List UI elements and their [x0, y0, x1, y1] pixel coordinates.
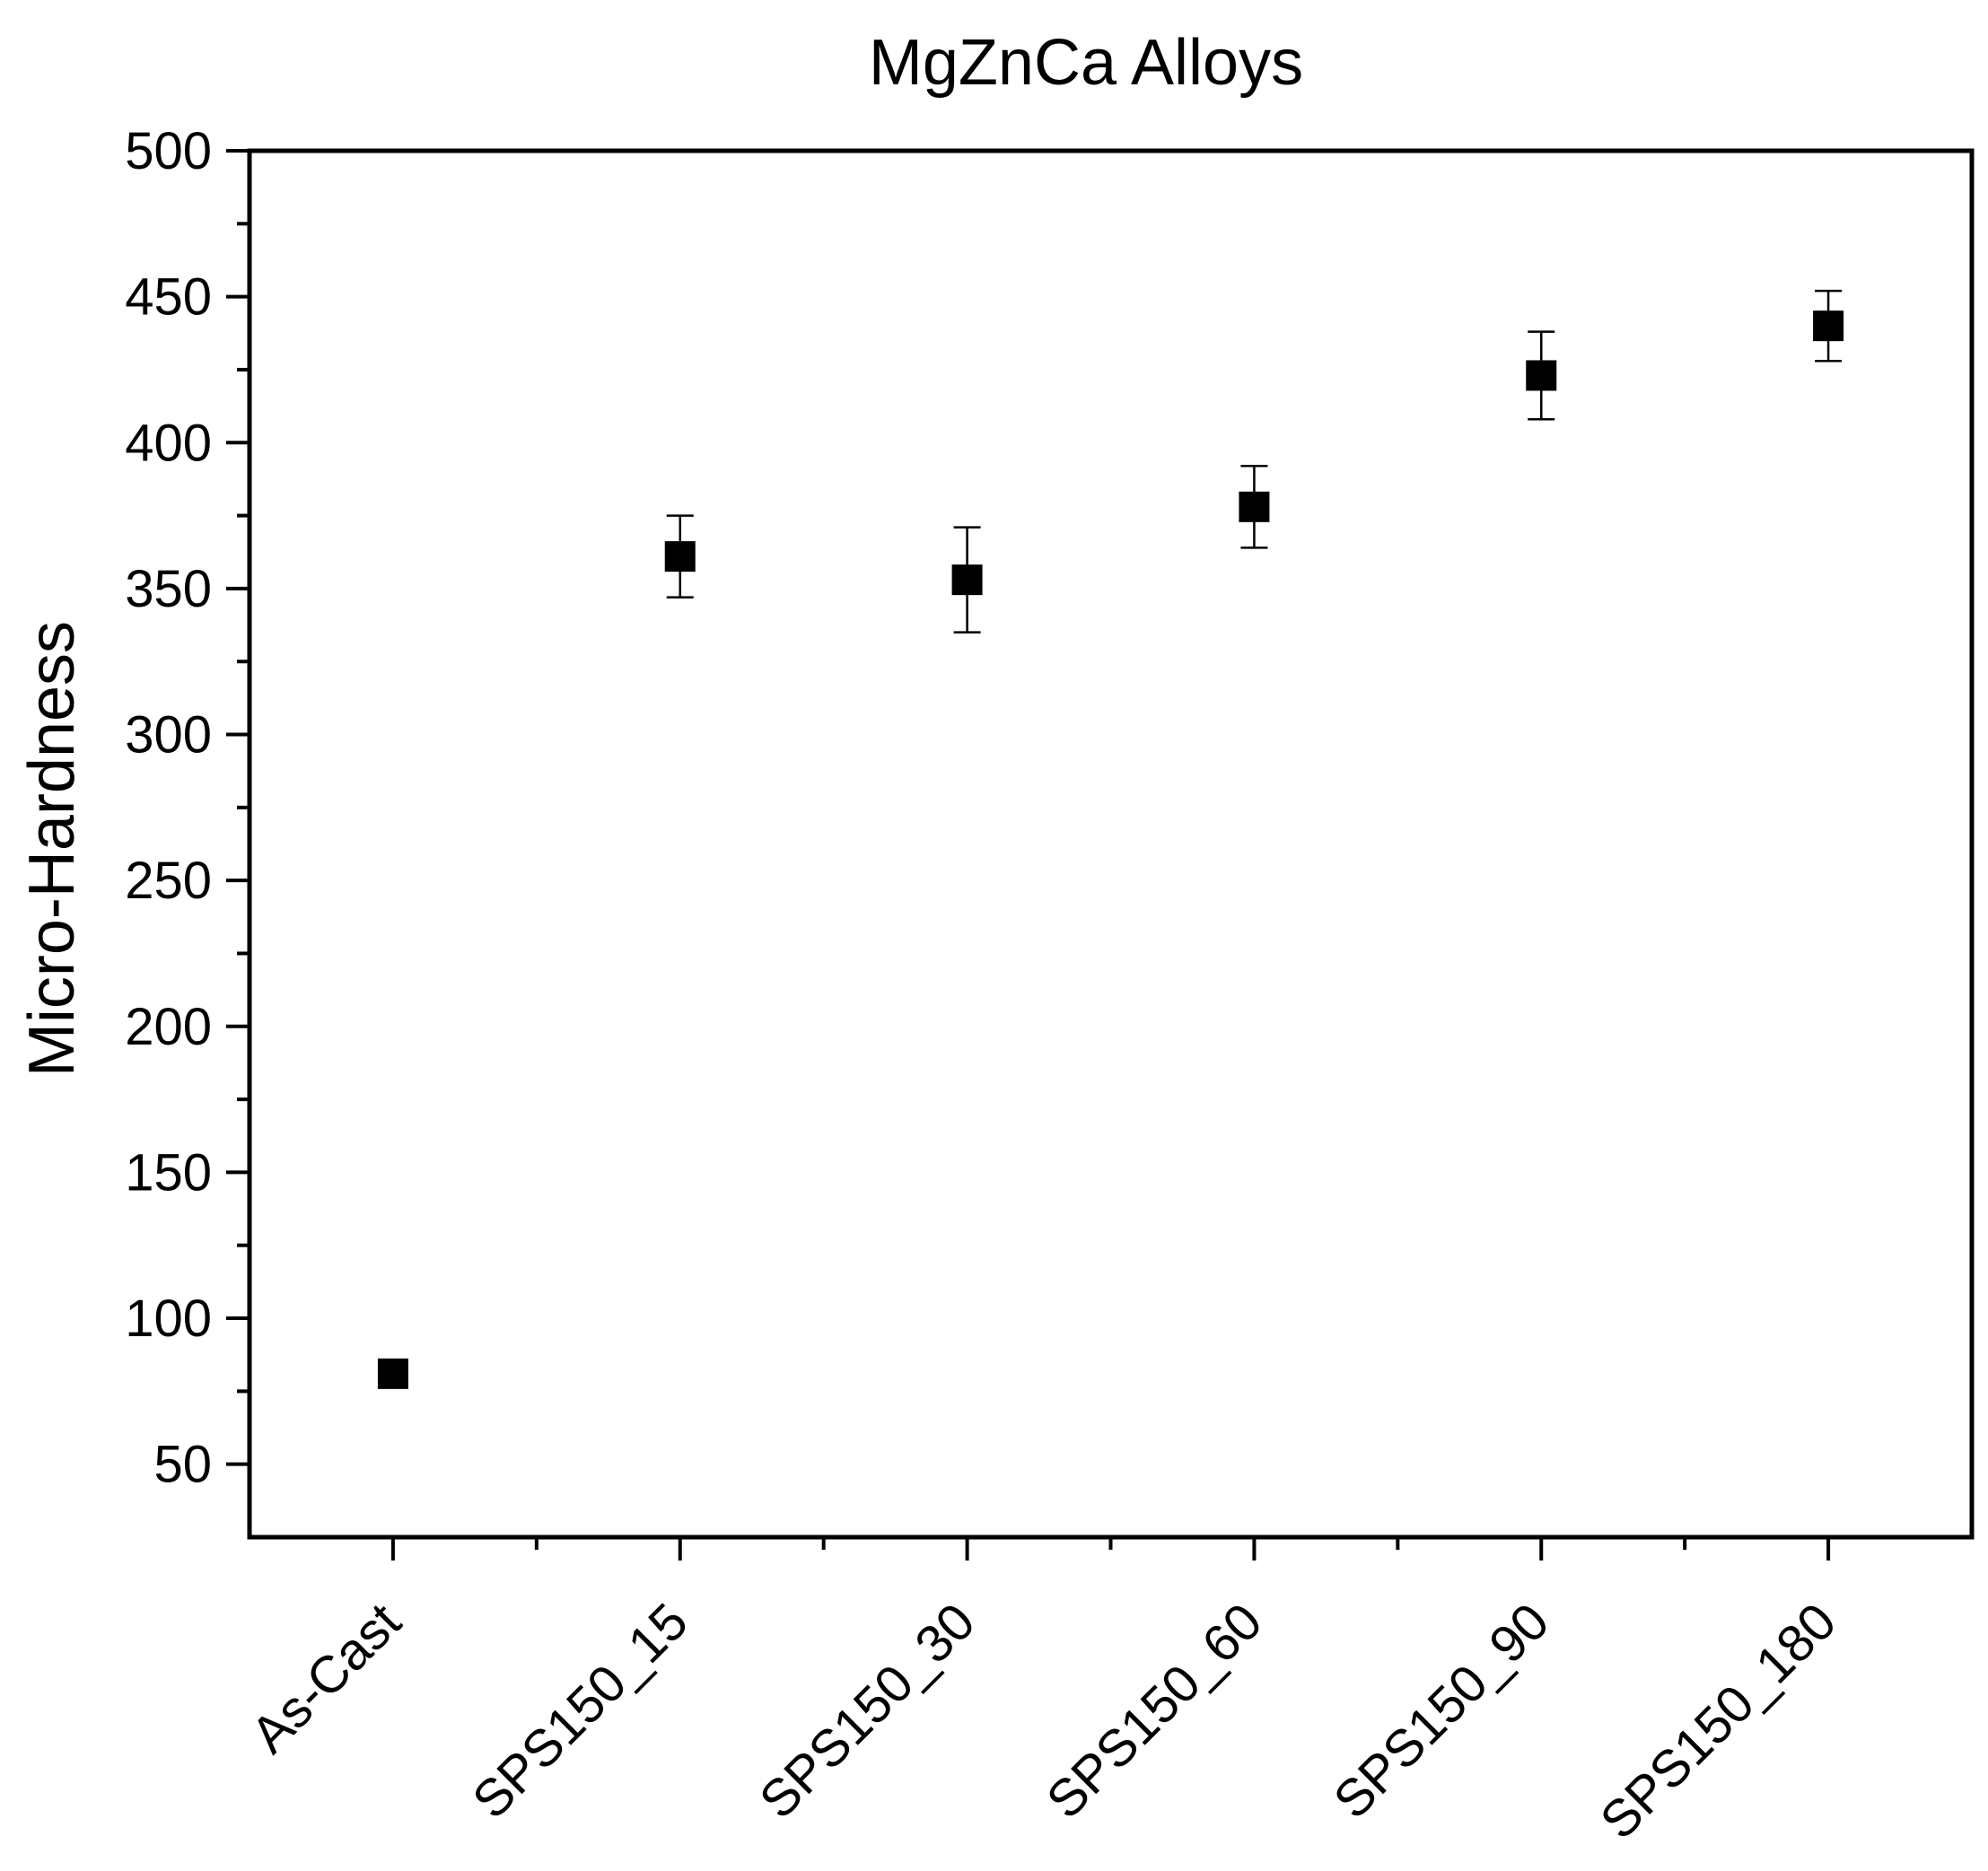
y-tick-label: 50 — [153, 1436, 212, 1494]
x-tick-label: SPS150_90 — [1323, 1592, 1561, 1830]
y-tick-label: 100 — [125, 1290, 212, 1348]
y-tick-label: 450 — [125, 268, 212, 327]
y-axis-label: Micro-Hardness — [16, 621, 88, 1077]
y-tick-label: 250 — [125, 852, 212, 910]
data-point — [1526, 360, 1557, 391]
x-tick-label: SPS150_15 — [461, 1592, 699, 1830]
y-tick-label: 350 — [125, 560, 212, 618]
data-point — [1239, 491, 1270, 522]
x-tick-label: SPS150_60 — [1036, 1592, 1274, 1830]
y-tick-label: 300 — [125, 706, 212, 765]
data-point — [951, 564, 983, 596]
chart-title: MgZnCa Alloys — [869, 27, 1303, 99]
y-tick-label: 150 — [125, 1143, 212, 1202]
x-tick-label: SPS150_30 — [749, 1592, 986, 1830]
plot-area: 50 100 150 200 250 300 350 400 450 500 As-Cast SPS1… — [125, 122, 1975, 1850]
x-tick-label: As-Cast — [240, 1592, 412, 1764]
plot-frame — [247, 148, 1975, 1540]
y-tick-label: 500 — [125, 122, 212, 180]
data-point — [664, 541, 696, 573]
y-tick-label: 400 — [125, 414, 212, 472]
y-tick-label: 200 — [125, 998, 212, 1056]
data-point — [1813, 310, 1844, 342]
data-point — [377, 1358, 408, 1389]
x-tick-label: SPS150_180 — [1590, 1592, 1848, 1850]
